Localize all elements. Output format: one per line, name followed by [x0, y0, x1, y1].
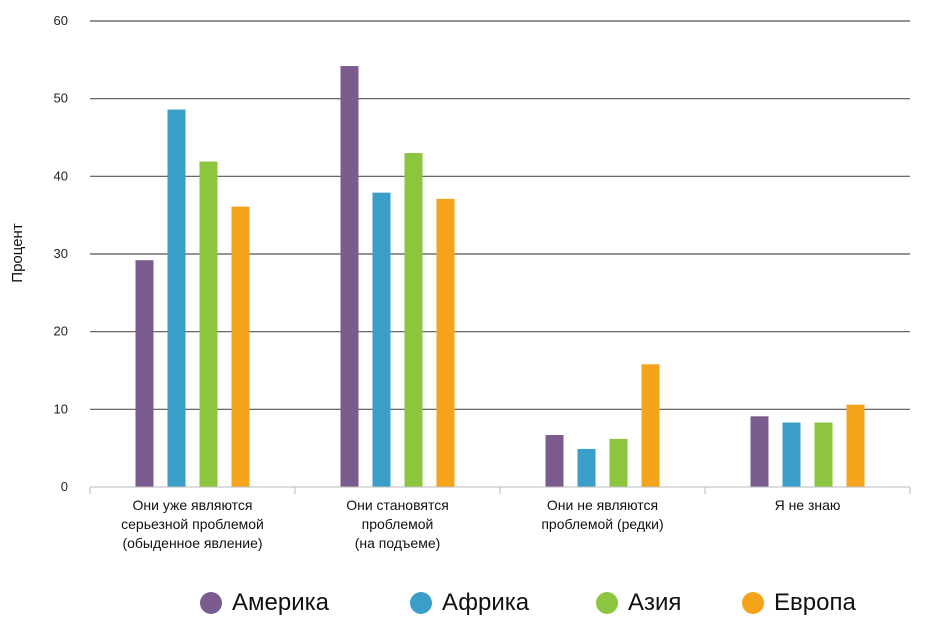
legend-item: Америка: [200, 583, 329, 623]
bar: [404, 153, 423, 488]
y-tick-label: 30: [54, 246, 68, 261]
y-tick-label: 10: [54, 401, 68, 416]
legend-label: Африка: [442, 589, 530, 616]
bar: [577, 448, 596, 487]
bar: [436, 198, 455, 487]
category-labels: Они уже являются серьезной проблемой (обыд…: [121, 497, 840, 551]
y-tick-labels: 0 10 20 30 40 50 60: [54, 13, 68, 494]
bar: [135, 260, 154, 487]
bar: [814, 422, 833, 487]
y-tick-label: 60: [54, 13, 68, 28]
bars: [135, 66, 865, 488]
legend-label: Европа: [774, 589, 856, 616]
bar: [167, 109, 186, 487]
bar: [846, 404, 865, 487]
y-axis-label: Процент: [9, 223, 26, 283]
y-tick-label: 20: [54, 324, 68, 339]
legend-item: Европа: [742, 583, 856, 623]
category-label: Они становятся проблемой (на подъеме): [346, 497, 449, 551]
bar-chart: 0 10 20 30 40 50 60 Они уже являются серьезной …: [9, 13, 911, 551]
legend-swatch: [410, 592, 432, 614]
bar: [231, 206, 250, 487]
legend-swatch: [742, 592, 764, 614]
legend-swatch: [596, 592, 618, 614]
bar: [199, 161, 218, 487]
y-tick-label: 40: [54, 168, 68, 183]
bar: [641, 364, 660, 487]
category-label: Я не знаю: [775, 497, 841, 513]
legend-label: Азия: [628, 589, 682, 616]
category-label: Они уже являются серьезной проблемой (обыд…: [121, 497, 264, 551]
bar: [340, 66, 359, 488]
bar: [750, 416, 769, 487]
legend-label: Америка: [232, 589, 329, 616]
bar: [782, 422, 801, 487]
bar: [609, 438, 628, 487]
y-tick-label: 50: [54, 91, 68, 106]
y-tick-label: 0: [61, 479, 68, 494]
legend-item: Африка: [410, 583, 529, 623]
category-label: Они не являются проблемой (редки): [541, 497, 663, 532]
legend: Америка Африка Азия Европа: [0, 583, 925, 623]
x-axis: [89, 486, 911, 494]
legend-item: Азия: [596, 583, 681, 623]
bar: [545, 434, 564, 487]
legend-swatch: [200, 592, 222, 614]
bar: [372, 192, 391, 488]
grid-lines: [90, 20, 910, 410]
